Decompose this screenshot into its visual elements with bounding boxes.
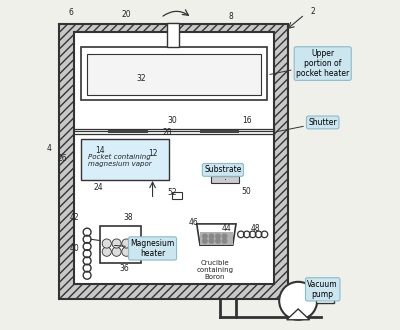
Text: 4: 4 [47, 144, 52, 153]
Text: 32: 32 [136, 74, 146, 83]
Text: Crucible
containing
Boron: Crucible containing Boron [196, 260, 233, 280]
Bar [200, 232, 233, 245]
Circle shape [202, 238, 208, 244]
Circle shape [112, 239, 121, 248]
Text: 36: 36 [120, 264, 130, 273]
Circle shape [112, 247, 121, 256]
Text: 12: 12 [148, 149, 157, 158]
Text: 52: 52 [167, 188, 177, 197]
Text: 6: 6 [68, 8, 73, 17]
Polygon shape [197, 224, 236, 245]
Text: 42: 42 [69, 213, 79, 222]
Text: 30: 30 [167, 116, 177, 125]
Bar [59, 24, 288, 299]
Bar [212, 177, 239, 183]
Circle shape [215, 238, 221, 244]
Text: 20: 20 [122, 10, 131, 19]
Bar [80, 47, 267, 100]
Text: 2: 2 [310, 7, 315, 16]
Text: Vacuum
pump: Vacuum pump [307, 280, 338, 299]
Circle shape [208, 238, 214, 244]
Text: Magnesium
heater: Magnesium heater [114, 239, 175, 258]
Text: 50: 50 [241, 187, 251, 196]
Bar [167, 23, 179, 47]
Bar [108, 130, 148, 133]
Text: 48: 48 [251, 224, 260, 233]
Text: 46: 46 [188, 218, 198, 227]
Circle shape [215, 233, 221, 239]
Polygon shape [287, 309, 310, 320]
Text: Substrate: Substrate [204, 165, 242, 180]
Circle shape [122, 239, 131, 248]
Circle shape [102, 247, 111, 256]
Circle shape [222, 238, 228, 244]
Bar [87, 54, 260, 95]
Text: 38: 38 [123, 213, 133, 222]
Bar [74, 32, 274, 284]
Circle shape [208, 233, 214, 239]
Bar [80, 139, 169, 180]
Bar [200, 130, 239, 133]
Circle shape [279, 282, 317, 320]
Text: 24: 24 [94, 183, 103, 192]
Circle shape [222, 233, 228, 239]
Bar [316, 298, 334, 303]
Circle shape [102, 239, 111, 248]
Text: 14: 14 [95, 146, 105, 155]
Circle shape [122, 247, 131, 256]
Text: Upper
portion of
pocket heater: Upper portion of pocket heater [270, 49, 349, 79]
Text: 44: 44 [221, 224, 231, 233]
Text: 8: 8 [229, 12, 234, 20]
Bar [172, 192, 182, 199]
Circle shape [202, 233, 208, 239]
Bar [100, 225, 141, 263]
Text: Pocket containing
magnesium vapor: Pocket containing magnesium vapor [88, 154, 152, 167]
Text: 28: 28 [162, 128, 172, 137]
Text: 26: 26 [58, 154, 67, 163]
Text: Shutter: Shutter [276, 118, 337, 132]
Text: 16: 16 [243, 116, 252, 125]
Text: 40: 40 [69, 244, 79, 253]
